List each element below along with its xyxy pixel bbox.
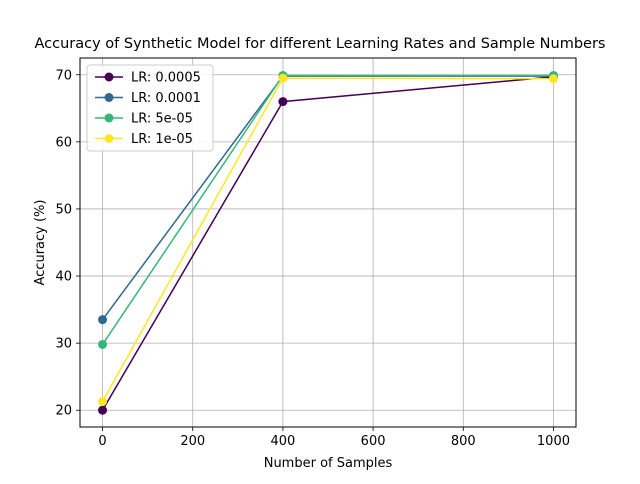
legend-swatch-marker	[104, 93, 114, 102]
x-tick-label: 600	[361, 434, 386, 449]
legend-swatch-marker	[104, 72, 114, 82]
legend-label: LR: 1e-05	[131, 132, 193, 147]
x-tick-label: 200	[180, 434, 205, 449]
x-tick-label: 0	[98, 434, 106, 449]
data-point	[98, 397, 108, 407]
legend: LR: 0.0005 LR: 0.0001 LR: 5e-05 LR: 1e-05	[86, 64, 214, 152]
data-point	[98, 405, 108, 415]
legend-label: LR: 5e-05	[131, 112, 193, 127]
y-axis-ticks: 20 30 40 50 60 70	[55, 68, 80, 419]
data-point	[98, 315, 108, 325]
y-tick-label: 20	[55, 404, 72, 419]
data-point	[278, 73, 288, 83]
legend-label: LR: 0.0001	[131, 91, 201, 106]
legend-swatch-marker	[104, 113, 114, 123]
x-axis-label: Number of Samples	[264, 456, 393, 471]
legend-item: LR: 1e-05	[95, 132, 193, 147]
x-tick-label: 800	[451, 434, 476, 449]
data-point	[548, 74, 558, 84]
x-tick-label: 1000	[537, 434, 570, 449]
legend-item: LR: 5e-05	[95, 112, 193, 127]
x-tick-label: 400	[270, 434, 295, 449]
plot-frame	[79, 57, 577, 428]
y-tick-label: 30	[55, 337, 72, 352]
y-axis-label: Accuracy (%)	[33, 200, 48, 286]
data-point	[278, 97, 288, 107]
y-tick-label: 40	[55, 270, 72, 285]
y-tick-label: 50	[55, 202, 72, 217]
legend-item: LR: 0.0001	[95, 91, 201, 106]
series-4	[98, 73, 558, 407]
series-layer	[98, 70, 558, 415]
chart-title: Accuracy of Synthetic Model for differen…	[35, 36, 606, 52]
legend-box	[86, 64, 214, 152]
data-point	[98, 339, 108, 349]
y-tick-label: 60	[55, 135, 72, 150]
y-tick-label: 70	[55, 68, 72, 83]
legend-swatch-marker	[104, 134, 114, 143]
legend-label: LR: 0.0005	[131, 71, 201, 86]
legend-item: LR: 0.0005	[95, 71, 201, 86]
grid-lines	[80, 58, 576, 427]
x-axis-ticks: 0 200 400 600 800 1000	[98, 427, 570, 449]
